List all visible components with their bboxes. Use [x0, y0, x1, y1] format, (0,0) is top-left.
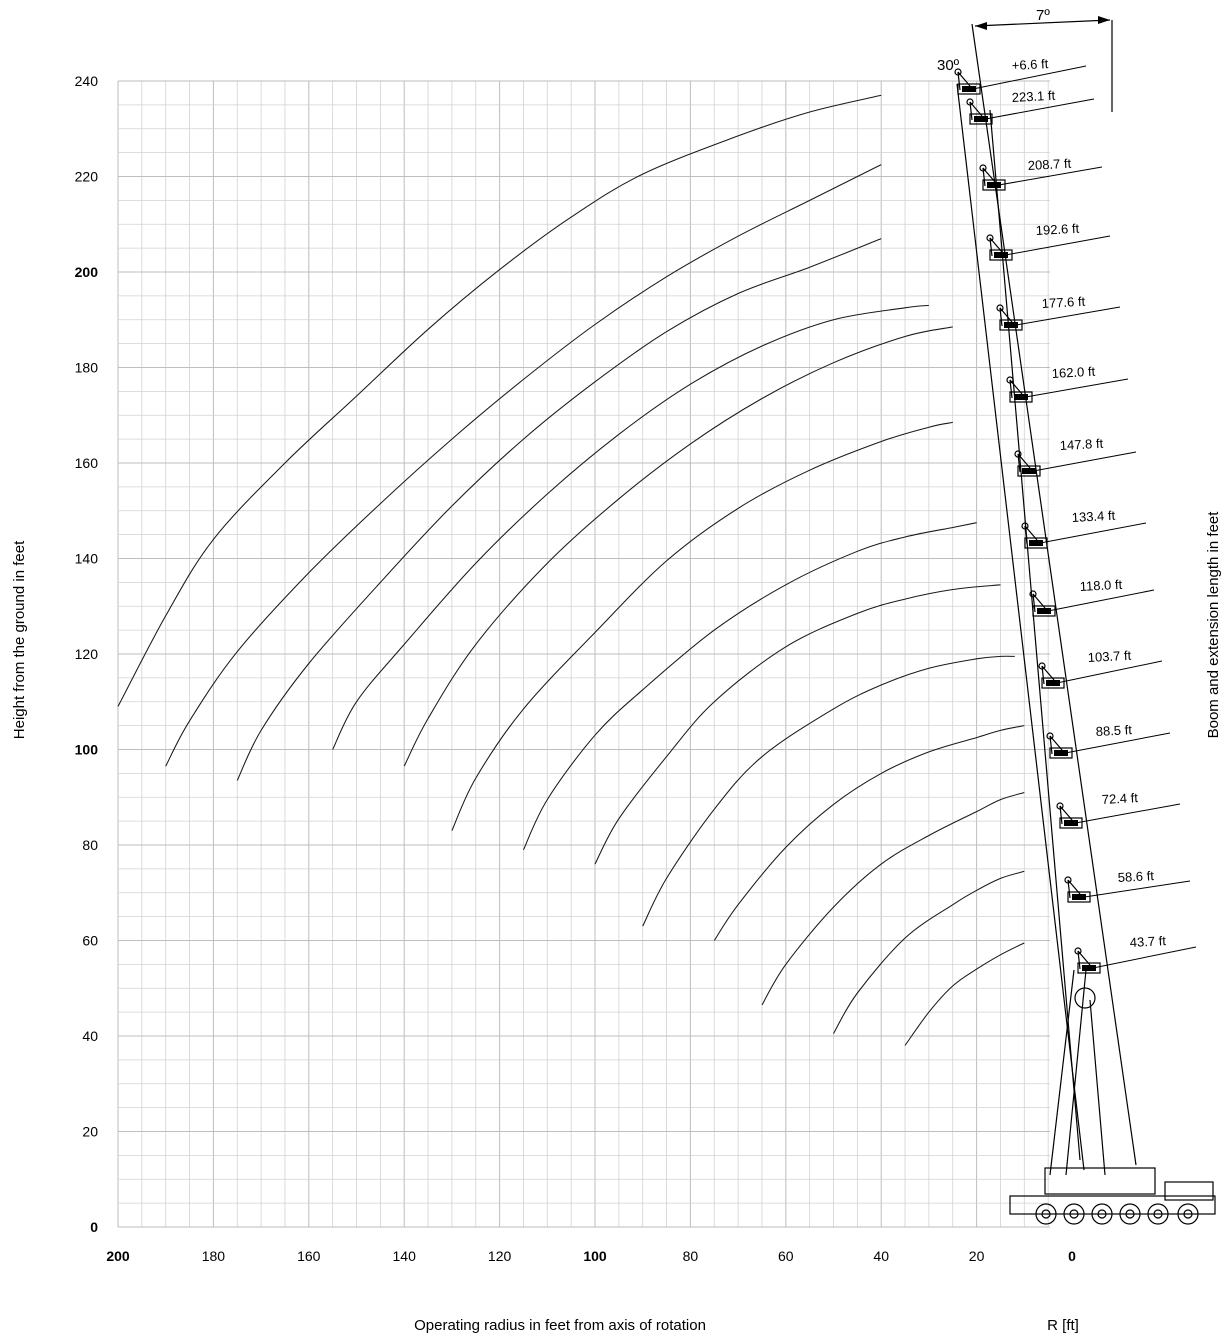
wheel	[1063, 1203, 1085, 1225]
lift-curve	[713, 725, 1025, 941]
y-tick-label: 80	[82, 837, 98, 853]
lift-curve	[761, 791, 1025, 1006]
crane-illustration	[954, 16, 1216, 1225]
y-axis-label: Height from the ground in feet	[11, 540, 28, 739]
lift-curve	[904, 942, 1025, 1046]
hook-block	[996, 304, 1023, 331]
x-tick-label: 200	[106, 1248, 130, 1264]
boom-length-label: 223.1 ft	[1011, 88, 1055, 105]
y-tick-label: 0	[90, 1219, 98, 1235]
x-axis-label: Operating radius in feet from axis of ro…	[414, 1317, 706, 1334]
y-tick-label: 40	[82, 1028, 98, 1044]
angle-label-30: 30º	[937, 57, 960, 74]
y-tick-label: 120	[75, 646, 99, 662]
hook-block	[1064, 876, 1091, 903]
y-tick-label: 200	[75, 264, 99, 280]
y-tick-label: 20	[82, 1124, 98, 1140]
lift-curve	[403, 326, 953, 767]
wheel	[1147, 1203, 1169, 1225]
hook-block	[1029, 590, 1056, 617]
boom-length-label: 103.7 ft	[1087, 648, 1131, 665]
y-axis-ticks: 0 20 40 60 80 100 120 140 160 180 200 220 240	[75, 73, 99, 1235]
hook-block	[1056, 802, 1083, 829]
boom-length-label: 192.6 ft	[1035, 221, 1079, 238]
wheel	[1177, 1203, 1199, 1225]
boom-label-leader	[1019, 378, 1129, 399]
boom-label-leader	[1059, 732, 1171, 755]
y-tick-label: 160	[75, 455, 99, 471]
x-tick-label: 100	[583, 1248, 607, 1264]
x-tick-label: 120	[488, 1248, 512, 1264]
boom-label-leader	[1069, 803, 1181, 825]
hook-block	[1006, 376, 1033, 403]
y-tick-label: 60	[82, 933, 98, 949]
x-tick-label: 180	[202, 1248, 226, 1264]
hook-block	[1046, 732, 1073, 759]
y-tick-label: 180	[75, 360, 99, 376]
wheel	[1035, 1203, 1057, 1225]
x-tick-label: 80	[683, 1248, 699, 1264]
boom-label-leader	[1077, 880, 1191, 899]
boom-length-label: 133.4 ft	[1071, 508, 1115, 525]
boom-label-leader	[967, 65, 1087, 91]
lift-curve	[165, 164, 882, 767]
boom-label-leader	[999, 235, 1111, 257]
lift-curve	[642, 655, 1015, 927]
boom-label-leader	[992, 166, 1103, 187]
y-tick-label: 140	[75, 551, 99, 567]
boom-length-label: 43.7 ft	[1129, 933, 1166, 950]
x-tick-label: 60	[778, 1248, 794, 1264]
boom-label-leader	[1051, 660, 1163, 685]
x-tick-label: 160	[297, 1248, 321, 1264]
boom-label-leader	[1042, 589, 1155, 613]
y-tick-label: 100	[75, 742, 99, 758]
angle-label-7: 7º	[1036, 7, 1050, 24]
x-tick-label: 0	[1068, 1248, 1076, 1264]
boom-length-label: 88.5 ft	[1095, 722, 1132, 739]
hook-block	[1074, 947, 1101, 974]
x-tick-label: 20	[969, 1248, 985, 1264]
hook-block	[1014, 450, 1041, 477]
boom-length-label: 58.6 ft	[1117, 868, 1154, 885]
hook-block	[986, 234, 1013, 261]
boom-length-label: 147.8 ft	[1059, 436, 1103, 453]
lift-curve	[236, 238, 882, 781]
wheel	[1091, 1203, 1113, 1225]
lift-curve	[833, 870, 1025, 1034]
lift-curve	[594, 584, 1001, 865]
hook-block	[1021, 522, 1048, 549]
boom-label-leader	[979, 98, 1095, 121]
boom-label-leader	[1027, 451, 1137, 473]
x-axis-ticks: 200 180 160 140 120 100 80 60 40 20 0	[106, 1248, 1076, 1264]
x-tick-label: 40	[873, 1248, 889, 1264]
lift-curve	[451, 421, 953, 831]
hook-block	[966, 98, 993, 125]
r-axis-label: R [ft]	[1047, 1317, 1079, 1334]
boom-length-label: 72.4 ft	[1101, 790, 1138, 807]
boom-length-label: 118.0 ft	[1079, 577, 1123, 594]
boom-label-leader	[1087, 946, 1197, 970]
boom-length-labels: +6.6 ft 223.1 ft 208.7 ft 192.6 ft 177.6 ft 1…	[967, 56, 1197, 970]
y-tick-label: 220	[75, 169, 99, 185]
y-tick-label: 240	[75, 73, 99, 89]
wheel	[1119, 1203, 1141, 1225]
lift-curves	[117, 94, 1025, 1046]
lift-curve	[523, 522, 977, 851]
boom-label-leader	[1034, 522, 1147, 545]
hook-block	[1038, 662, 1065, 689]
hook-block	[954, 68, 981, 95]
lift-curve	[117, 94, 882, 707]
boom-length-label: 162.0 ft	[1051, 364, 1095, 381]
boom-length-label: +6.6 ft	[1011, 56, 1049, 73]
boom-label-leader	[1009, 306, 1121, 327]
lift-curve	[332, 304, 929, 750]
chart-grid	[117, 80, 1050, 1228]
y2-axis-label: Boom and extension length in feet	[1205, 511, 1222, 739]
boom-length-label: 208.7 ft	[1027, 156, 1071, 173]
hook-block	[979, 164, 1006, 191]
x-tick-label: 140	[393, 1248, 417, 1264]
boom-length-label: 177.6 ft	[1041, 294, 1085, 311]
